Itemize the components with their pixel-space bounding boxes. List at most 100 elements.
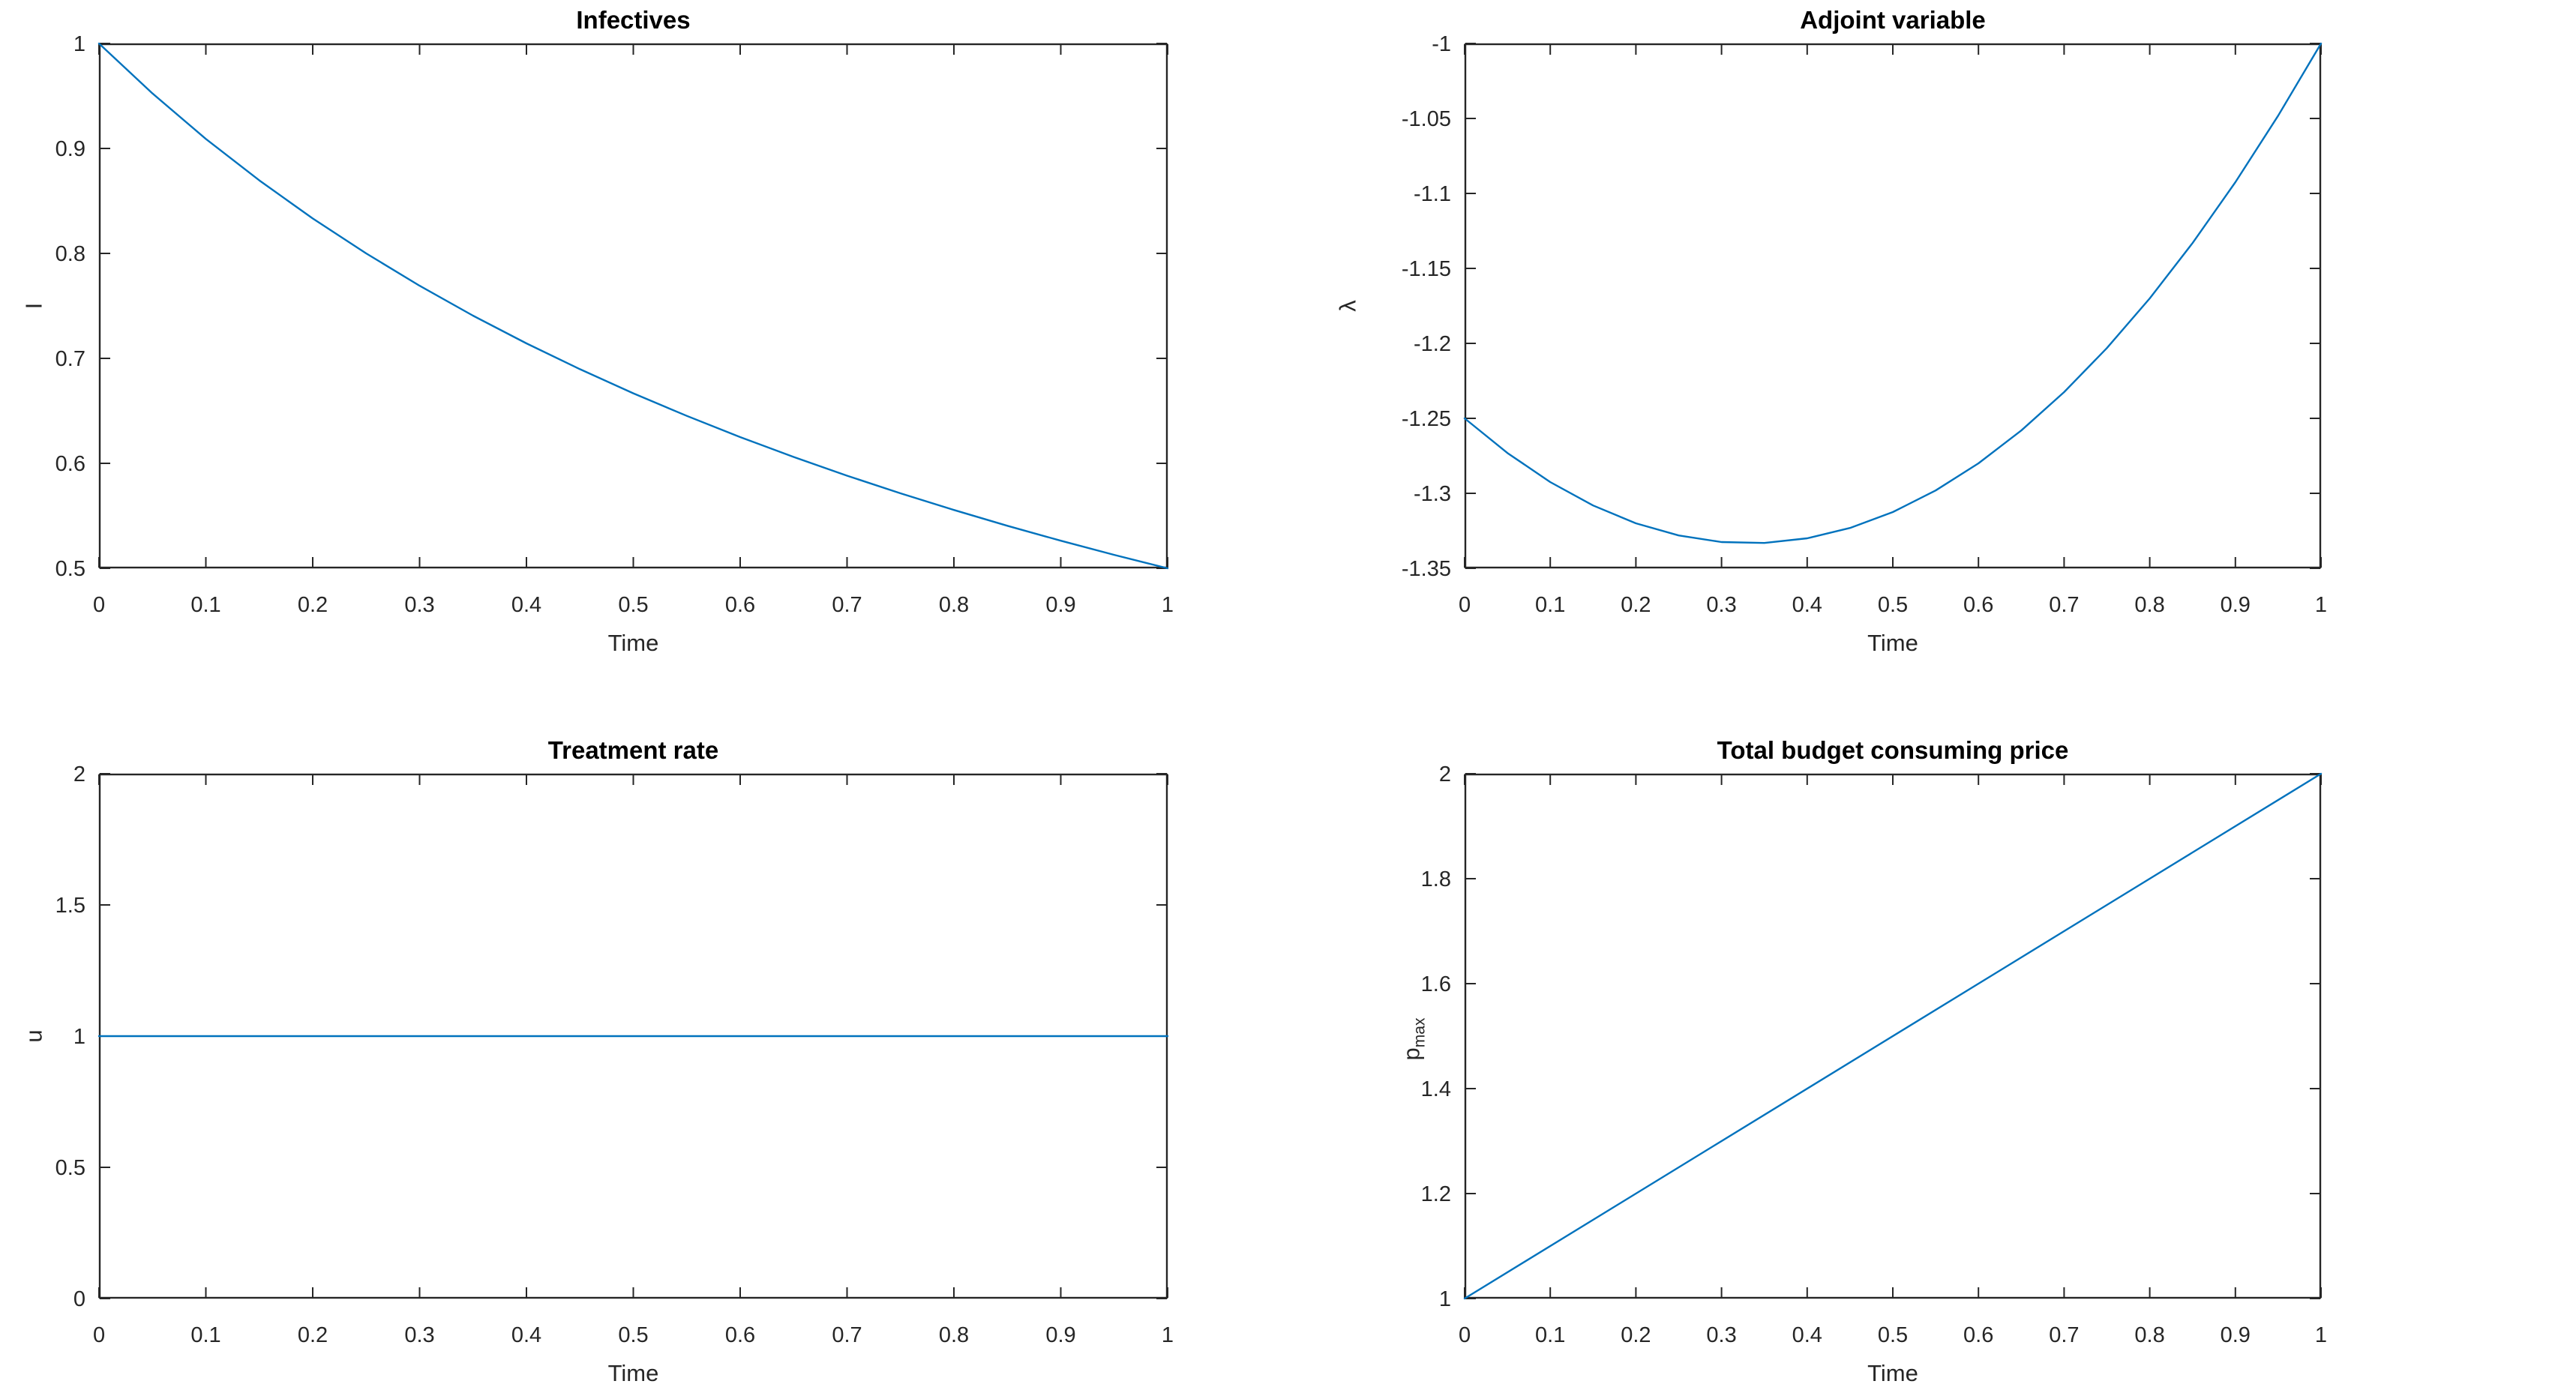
panel-budget-price: Total budget consuming price pmax 0 0.1 0.… — [1288, 730, 2576, 1390]
y-axis-label-text: λ — [1334, 300, 1361, 312]
y-tick-label: -1.35 — [1402, 557, 1451, 581]
y-tick-label: 0 — [73, 1287, 85, 1311]
x-tick-label: 0 — [1459, 593, 1471, 617]
infectives-chart: 0 0.1 0.2 0.3 0.4 0.5 0.6 0.7 0.8 0.9 1 0.5 0.6 0.7 0.… — [55, 32, 1174, 617]
x-tick-label: 0.1 — [190, 1323, 220, 1347]
x-tick-label: 0.6 — [725, 1323, 755, 1347]
y-tick-label: -1.2 — [1414, 332, 1451, 356]
x-tick-label: 0.1 — [1535, 1323, 1565, 1347]
chart-title-treatment-rate: Treatment rate — [547, 736, 719, 764]
x-tick-label: 0.8 — [939, 1323, 969, 1347]
y-axis-label-subscript: max — [1411, 1017, 1429, 1048]
y-tick-label: 1 — [73, 32, 85, 56]
y-tick-label: 1.5 — [55, 894, 85, 918]
y-axis-label-text: p — [1398, 1047, 1425, 1061]
I-line — [97, 42, 1169, 570]
x-tick-label: 0.9 — [1045, 593, 1075, 617]
x-tick-label: 0.7 — [2049, 593, 2079, 617]
x-tick-label: 0.3 — [404, 593, 434, 617]
y-tick-label: 1 — [73, 1025, 85, 1049]
x-tick-label: 0.7 — [2049, 1323, 2079, 1347]
x-tick-label: 0.9 — [2221, 593, 2251, 617]
x-tick-label: 0.5 — [1878, 593, 1908, 617]
x-tick-label: 0.2 — [1621, 593, 1651, 617]
y-tick-label: 0.5 — [55, 557, 85, 581]
y-axis-label-infectives: I — [20, 303, 51, 310]
x-tick-label: 0.7 — [832, 593, 862, 617]
x-tick-label: 0.6 — [1963, 1323, 1993, 1347]
panel-treatment-rate: Treatment rate u 0 0.1 0.2 0.3 0.4 0.5 0.6 0.7 0… — [0, 730, 1288, 1390]
y-tick-label: -1.05 — [1402, 107, 1451, 131]
x-tick-label: 0.5 — [618, 1323, 648, 1347]
x-tick-label: 0.5 — [618, 593, 648, 617]
x-tick-label: 0.5 — [1878, 1323, 1908, 1347]
x-tick-label: 1 — [1162, 593, 1174, 617]
x-tick-label: 0 — [93, 593, 105, 617]
adjoint-variable-chart: 0 0.1 0.2 0.3 0.4 0.5 0.6 0.7 0.8 0.9 1 -1.35 -1.3 -1… — [1402, 32, 2327, 617]
y-tick-label: 0.8 — [55, 242, 85, 266]
x-tick-label: 0.2 — [298, 593, 328, 617]
x-tick-label: 0.6 — [1963, 593, 1993, 617]
y-tick-label: -1 — [1432, 32, 1451, 56]
y-tick-label: -1.25 — [1402, 407, 1451, 431]
y-tick-label: 0.7 — [55, 347, 85, 371]
y-tick-label: 1.2 — [1421, 1182, 1451, 1206]
y-axis-label-text: u — [20, 1029, 47, 1043]
x-tick-label: 0 — [1459, 1323, 1471, 1347]
y-tick-label: 0.9 — [55, 137, 85, 161]
x-tick-label: 0.2 — [1621, 1323, 1651, 1347]
x-tick-label: 0.7 — [832, 1323, 862, 1347]
y-axis-label-adjoint: λ — [1334, 300, 1365, 312]
x-axis-label-infectives: Time — [607, 630, 659, 656]
x-tick-label: 0.3 — [1706, 593, 1736, 617]
axes-box — [98, 43, 1168, 569]
y-axis-label-text: I — [20, 302, 47, 310]
x-tick-label: 0.6 — [725, 593, 755, 617]
treatment-rate-chart: 0 0.1 0.2 0.3 0.4 0.5 0.6 0.7 0.8 0.9 1 0 0.5 1 1.5 2 — [55, 762, 1174, 1347]
y-tick-label: 1.8 — [1421, 867, 1451, 891]
x-tick-label: 0.3 — [1706, 1323, 1736, 1347]
x-axis-label-adjoint: Time — [1867, 630, 1918, 656]
x-tick-label: 0.4 — [1792, 593, 1822, 617]
x-tick-label: 0.4 — [511, 593, 541, 617]
x-tick-label: 0 — [93, 1323, 105, 1347]
chart-title-budget-price: Total budget consuming price — [1717, 736, 2069, 764]
y-tick-label: -1.1 — [1414, 182, 1451, 206]
axes-box — [1464, 43, 2322, 569]
budget-price-chart: 0 0.1 0.2 0.3 0.4 0.5 0.6 0.7 0.8 0.9 1 1 1.2 1.4 1.6 1… — [1421, 762, 2327, 1347]
x-tick-label: 0.4 — [511, 1323, 541, 1347]
x-axis-label-budget-price: Time — [1867, 1360, 1918, 1386]
y-axis-label-treatment: u — [20, 1029, 51, 1042]
y-tick-label: 1.6 — [1421, 972, 1451, 996]
x-tick-label: 0.8 — [939, 593, 969, 617]
y-tick-label: 0.6 — [55, 452, 85, 476]
y-tick-label: -1.3 — [1414, 482, 1451, 506]
x-tick-label: 1 — [1162, 1323, 1174, 1347]
x-tick-label: 0.9 — [1045, 1323, 1075, 1347]
y-tick-label: -1.15 — [1402, 257, 1451, 281]
panel-infectives: Infectives I 0 0.1 0.2 0.3 0.4 0.5 0.6 0.7 0.8 0.… — [0, 0, 1288, 730]
x-tick-label: 1 — [2315, 1323, 2327, 1347]
x-tick-label: 0.3 — [404, 1323, 434, 1347]
x-tick-label: 1 — [2315, 593, 2327, 617]
p_max-line — [1463, 772, 2323, 1300]
x-tick-label: 0.1 — [1535, 593, 1565, 617]
y-tick-label: 2 — [1439, 762, 1451, 786]
y-axis-label-budget-price: pmax — [1398, 1017, 1429, 1060]
chart-title-infectives: Infectives — [576, 6, 691, 34]
y-tick-label: 0.5 — [55, 1156, 85, 1180]
y-tick-label: 2 — [73, 762, 85, 786]
panel-adjoint-variable: Adjoint variable λ 0 0.1 0.2 0.3 0.4 0.5 0.6 0.… — [1288, 0, 2576, 730]
x-axis-label-treatment: Time — [607, 1360, 659, 1386]
x-tick-label: 0.2 — [298, 1323, 328, 1347]
x-tick-label: 0.4 — [1792, 1323, 1822, 1347]
x-tick-label: 0.8 — [2134, 1323, 2164, 1347]
x-tick-label: 0.8 — [2134, 593, 2164, 617]
chart-title-adjoint-variable: Adjoint variable — [1800, 6, 1986, 34]
x-tick-label: 0.1 — [190, 593, 220, 617]
y-tick-label: 1 — [1439, 1287, 1451, 1311]
x-tick-label: 0.9 — [2221, 1323, 2251, 1347]
lambda-line — [1463, 42, 2323, 544]
y-tick-label: 1.4 — [1421, 1077, 1451, 1101]
